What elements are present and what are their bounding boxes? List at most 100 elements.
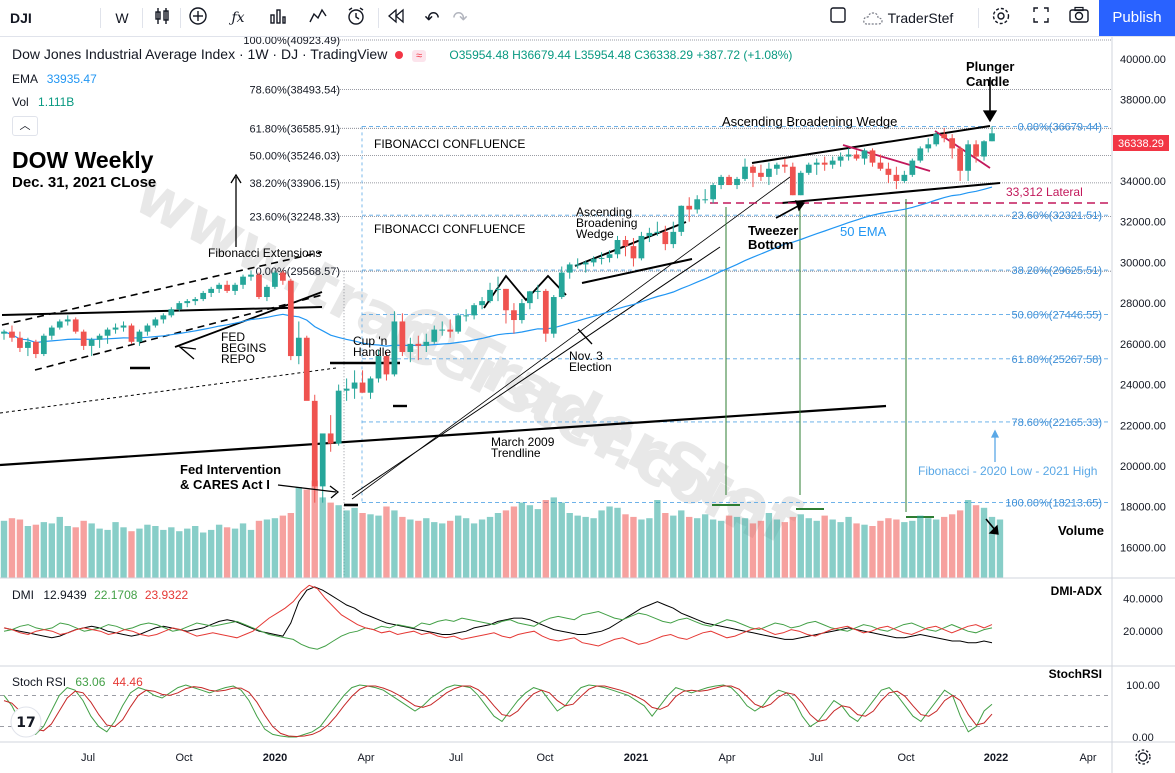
ema-legend[interactable]: EMA 33935.47 — [12, 72, 97, 86]
stochrsi-legend[interactable]: Stoch RSI 63.06 44.46 — [12, 675, 143, 689]
vol-legend[interactable]: Vol 1.111B — [12, 95, 74, 109]
candle-body — [431, 329, 438, 342]
price-tick-label: 34000.00 — [1120, 176, 1166, 188]
volume-bar — [0, 520, 8, 578]
candle-body — [789, 166, 796, 196]
time-tick-label: 2021 — [624, 752, 648, 764]
candle-body — [654, 231, 661, 233]
fib-retracement-right: 0.00%(36679.44) 23.60%(32321.51) 38.20%(29… — [362, 121, 1108, 509]
volume-bar — [757, 520, 765, 578]
redo-icon[interactable]: ↷ — [452, 8, 468, 28]
time-tick-label: Jul — [81, 752, 95, 764]
candle-body — [949, 138, 956, 149]
candle-body — [710, 185, 716, 200]
layout-square-icon[interactable] — [826, 6, 850, 30]
fib-left-label: 38.20%(33906.15) — [249, 178, 340, 190]
fullscreen-icon[interactable] — [1028, 6, 1054, 30]
candle-body — [781, 164, 788, 167]
volume-bar — [287, 513, 295, 578]
symbol-search-button[interactable]: DJI — [10, 10, 32, 26]
candle-body — [933, 134, 940, 145]
volume-bar — [8, 518, 16, 578]
candle-body — [837, 156, 844, 161]
stochrsi-tick-label: 100.00 — [1126, 680, 1160, 692]
undo-icon[interactable]: ↶ — [424, 8, 440, 28]
volume-bar — [152, 526, 159, 578]
volume-bar — [271, 518, 279, 578]
volume-bar — [805, 518, 812, 578]
candle-body — [96, 335, 103, 340]
volume-bar — [829, 519, 836, 578]
candle-body — [957, 148, 963, 171]
volume-bar — [733, 516, 741, 578]
fed-arrowhead — [329, 485, 340, 499]
candle-body — [335, 390, 342, 444]
fed-arrow — [277, 484, 337, 493]
time-tick-label: 2022 — [984, 752, 1008, 764]
collapse-legend-button[interactable]: ︿ — [12, 116, 38, 136]
volume-bar — [582, 516, 589, 578]
candle-body — [917, 148, 924, 161]
candle-body — [590, 258, 597, 263]
candle-body — [638, 235, 645, 259]
chart-area[interactable]: @TraderStef www.traderstef.com 100.00%(4… — [0, 37, 1175, 773]
bar-chart-icon[interactable] — [266, 6, 290, 30]
volume-bar — [56, 516, 63, 578]
small-wedge-lower — [581, 258, 693, 284]
volume-bar — [311, 480, 318, 578]
alert-clock-icon[interactable] — [344, 6, 368, 30]
fib-right-label: 61.80%(25267.58) — [1011, 354, 1102, 366]
fib-left-label: 0.00%(29568.57) — [256, 266, 340, 278]
settings-gear-icon[interactable] — [988, 6, 1014, 30]
march-2009-trendline — [0, 404, 887, 467]
annotation-ascending-wedge-large: Ascending Broadening Wedge — [722, 114, 897, 129]
user-menu-button[interactable]: TraderStef — [862, 6, 972, 30]
publish-button[interactable]: Publish — [1099, 0, 1175, 36]
candle-body — [415, 343, 422, 346]
volume-bar — [168, 527, 175, 578]
volume-bar — [837, 522, 844, 578]
red-downtrend-1 — [842, 144, 931, 172]
templates-icon[interactable] — [306, 6, 330, 30]
candle-body — [686, 205, 693, 210]
candle-body — [503, 288, 509, 311]
annotation-fib-extensions: Fibonacci Extensions — [208, 246, 321, 260]
candle-body — [582, 262, 589, 265]
candles[interactable] — [1, 126, 995, 503]
axis-settings-icon[interactable] — [1135, 749, 1151, 765]
volume-bar — [701, 514, 709, 578]
camera-snapshot-icon[interactable] — [1066, 6, 1092, 30]
rally-trendline — [351, 176, 791, 500]
vol-legend-label: Vol — [12, 95, 29, 109]
volume-bar — [375, 515, 382, 578]
time-tick-label: Jul — [449, 752, 463, 764]
volume-bar — [462, 518, 470, 578]
legend-low: L35954.48 — [574, 48, 631, 62]
candle-body — [534, 290, 541, 292]
legend-close: C36338.29 — [634, 48, 693, 62]
replay-icon[interactable] — [384, 6, 408, 30]
volume-bars — [0, 480, 1004, 578]
volume-bar — [821, 515, 828, 578]
indicators-fx-icon[interactable]: ƒx — [231, 10, 245, 26]
volume-bar — [351, 507, 358, 578]
volume-bar — [184, 528, 191, 578]
legend-indicator-icon[interactable]: ≈ — [412, 50, 427, 62]
legend-high: H36679.44 — [512, 48, 571, 62]
tv-logo-text: 17 — [16, 715, 35, 731]
annotation-fed-repo: FED BEGINS REPO — [221, 330, 266, 366]
dmi-value-1: 12.9439 — [43, 588, 87, 602]
volume-bar — [670, 515, 677, 578]
time-axis[interactable]: Jul Oct 2020 Apr Jul Oct 2021 Apr Jul Oct 2022 Apr — [81, 752, 1097, 764]
candle-body — [797, 172, 804, 196]
volume-bar — [247, 529, 255, 578]
candle-body — [670, 231, 677, 245]
volume-bar — [367, 514, 374, 578]
dmi-legend[interactable]: DMI 12.9439 22.1708 23.9322 — [12, 588, 188, 602]
interval-button[interactable]: W — [115, 10, 129, 26]
volume-bar — [590, 518, 597, 578]
chart-type-icon[interactable] — [150, 6, 174, 30]
volume-bar — [470, 523, 478, 578]
volume-bar — [207, 529, 215, 578]
compare-add-icon[interactable] — [186, 6, 210, 30]
